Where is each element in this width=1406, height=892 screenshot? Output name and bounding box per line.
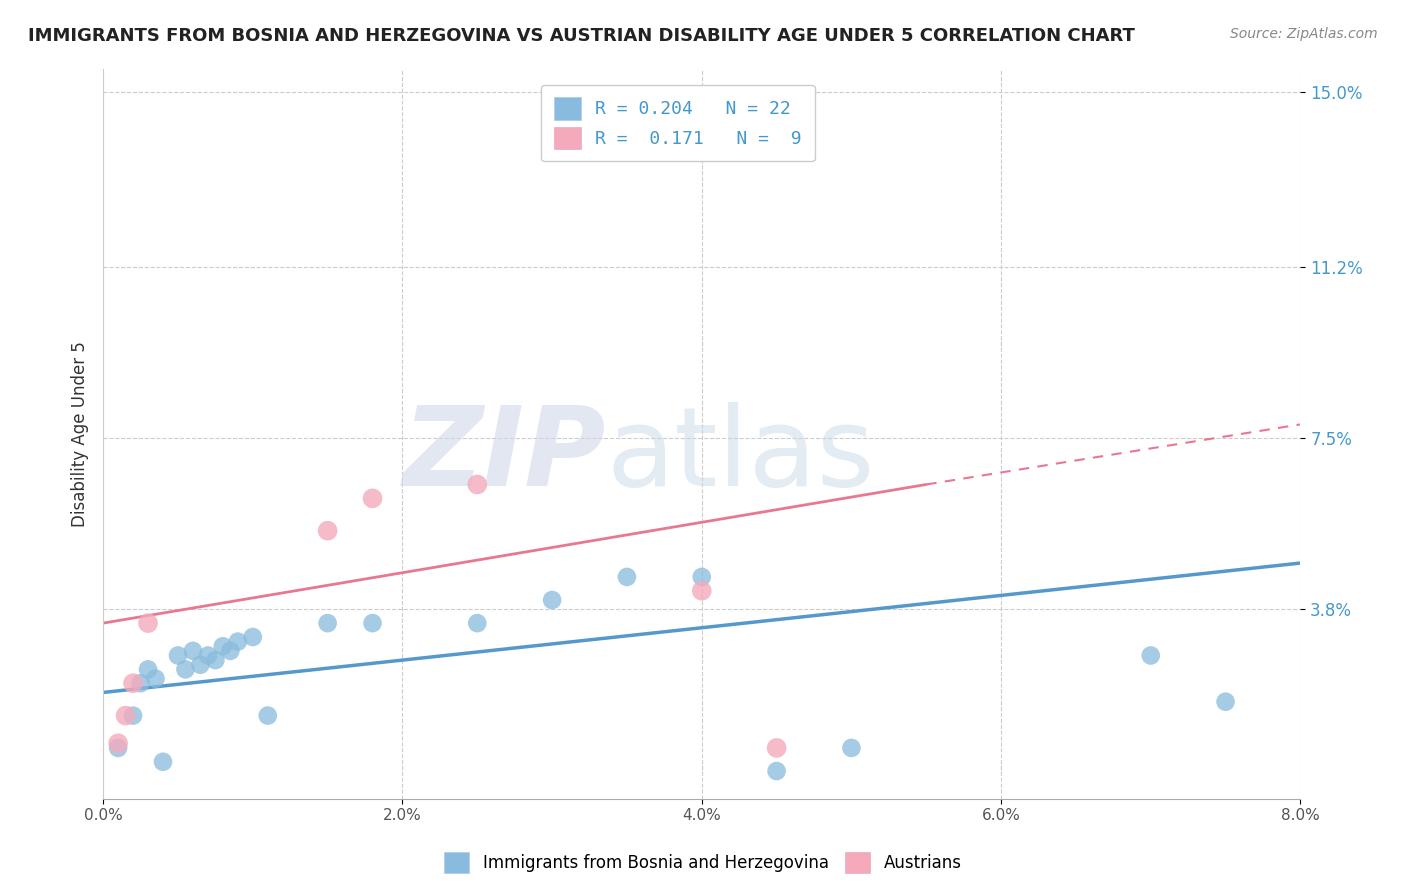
Point xyxy=(107,736,129,750)
Point xyxy=(212,639,235,653)
Legend: Immigrants from Bosnia and Herzegovina, Austrians: Immigrants from Bosnia and Herzegovina, … xyxy=(437,846,969,880)
Point xyxy=(616,570,638,584)
Point xyxy=(1215,695,1237,709)
Text: atlas: atlas xyxy=(606,402,875,509)
Point xyxy=(361,491,384,506)
Point xyxy=(136,616,159,631)
Point xyxy=(145,672,167,686)
Point xyxy=(174,662,197,676)
Point xyxy=(219,644,242,658)
Point xyxy=(197,648,219,663)
Point xyxy=(181,644,204,658)
Point xyxy=(107,740,129,755)
Point xyxy=(841,740,863,755)
Text: IMMIGRANTS FROM BOSNIA AND HERZEGOVINA VS AUSTRIAN DISABILITY AGE UNDER 5 CORREL: IMMIGRANTS FROM BOSNIA AND HERZEGOVINA V… xyxy=(28,27,1135,45)
Point xyxy=(122,708,145,723)
Point xyxy=(465,616,488,631)
Point xyxy=(316,524,339,538)
Text: Source: ZipAtlas.com: Source: ZipAtlas.com xyxy=(1230,27,1378,41)
Legend: R = 0.204   N = 22, R =  0.171   N =  9: R = 0.204 N = 22, R = 0.171 N = 9 xyxy=(541,85,814,161)
Point xyxy=(122,676,145,690)
Point xyxy=(114,708,136,723)
Point xyxy=(465,477,488,491)
Point xyxy=(226,634,249,648)
Point xyxy=(129,676,152,690)
Point xyxy=(136,662,159,676)
Point xyxy=(361,616,384,631)
Point xyxy=(690,570,713,584)
Point xyxy=(1139,648,1161,663)
Point xyxy=(152,755,174,769)
Point xyxy=(167,648,190,663)
Text: ZIP: ZIP xyxy=(402,402,606,509)
Point xyxy=(765,764,787,778)
Point xyxy=(256,708,278,723)
Point xyxy=(242,630,264,644)
Point xyxy=(190,657,212,672)
Point xyxy=(204,653,226,667)
Y-axis label: Disability Age Under 5: Disability Age Under 5 xyxy=(72,341,89,526)
Point xyxy=(765,740,787,755)
Point xyxy=(690,583,713,598)
Point xyxy=(316,616,339,631)
Point xyxy=(541,593,564,607)
